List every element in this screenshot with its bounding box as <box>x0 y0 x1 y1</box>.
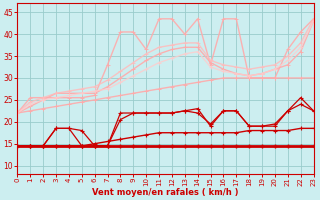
X-axis label: Vent moyen/en rafales ( km/h ): Vent moyen/en rafales ( km/h ) <box>92 188 239 197</box>
